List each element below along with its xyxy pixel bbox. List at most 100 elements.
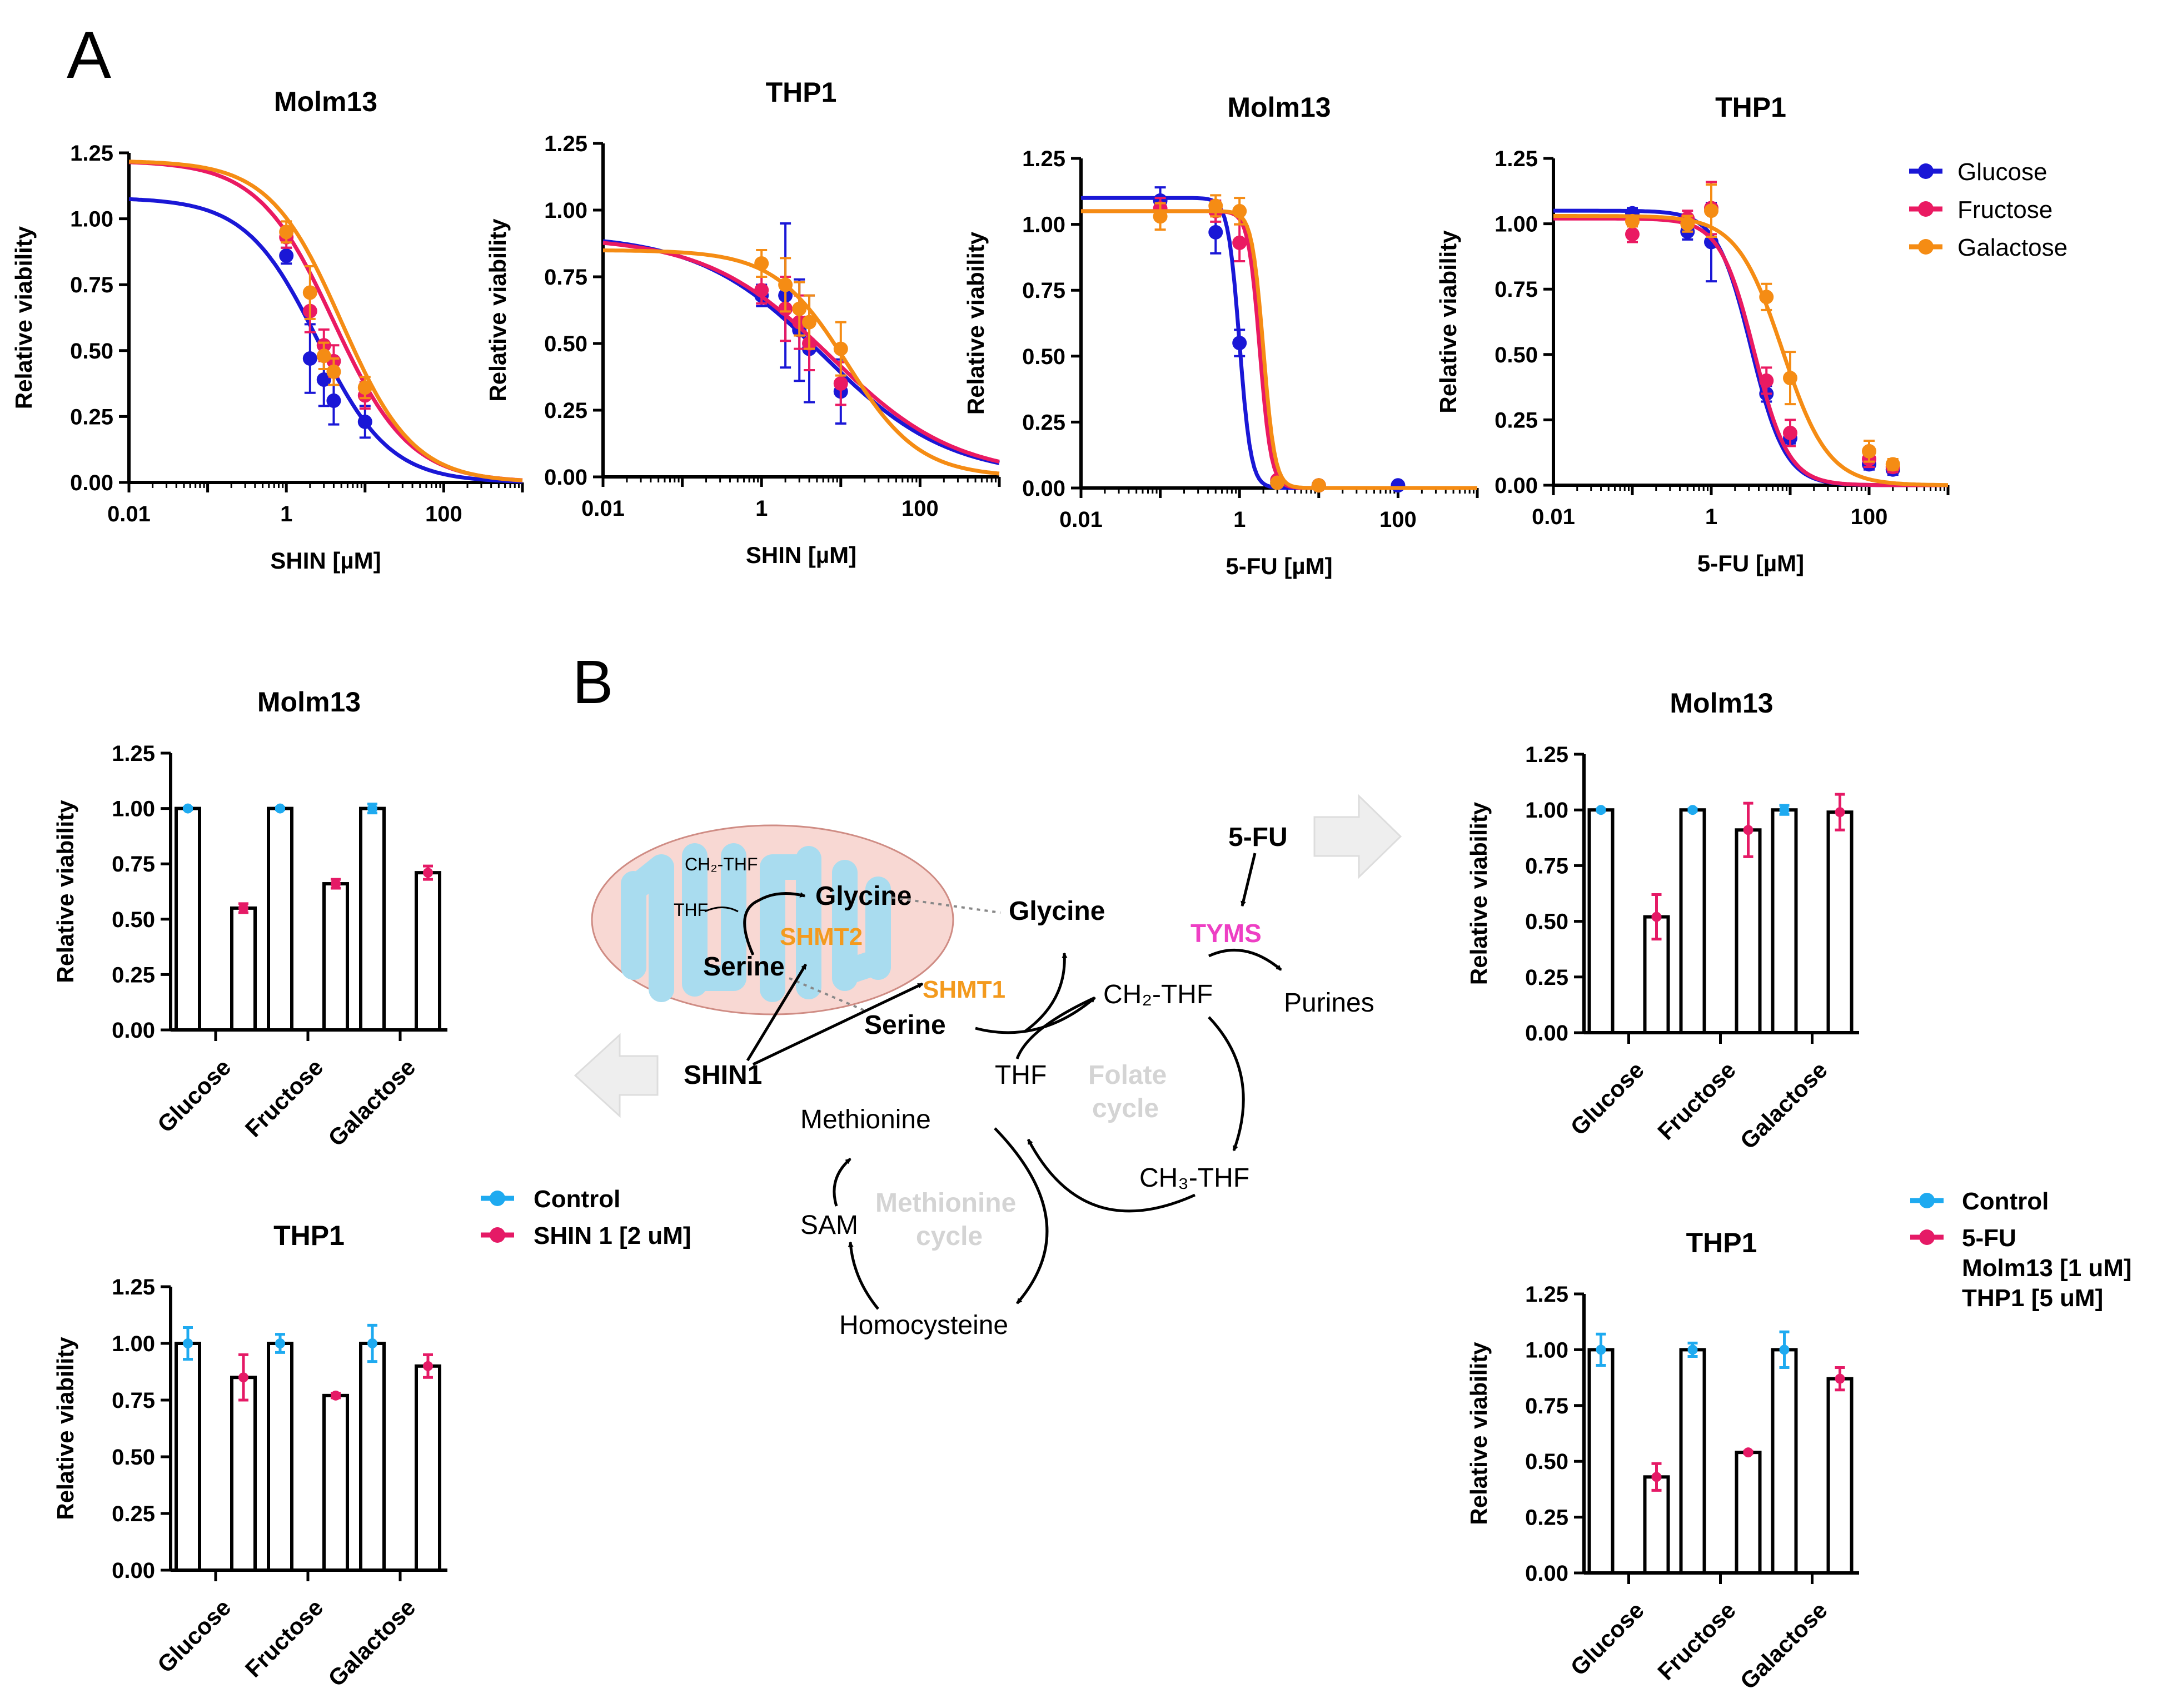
curve-chart-1-galactose-point (302, 285, 317, 300)
folate-label-1: Folate (1088, 1060, 1167, 1090)
curve-chart-1-xtick-label: 0.01 (107, 502, 151, 526)
bar-chart-1-mean-marker (367, 803, 377, 814)
curve-chart-4-xtick-label: 0.01 (1532, 505, 1575, 529)
curve-chart-2-xtick-label: 1 (755, 496, 768, 521)
curve-chart-2-fructose-curve (602, 241, 1000, 464)
curve-chart-1-ylabel: Relative viability (11, 226, 37, 409)
bar-chart-2-ytick-label: 1.00 (112, 1332, 155, 1356)
bar-chart-4-ytick-label: 0.25 (1525, 1506, 1568, 1530)
bar-chart-1-mean-marker (275, 803, 285, 814)
curve-chart-2-ytick-label: 0.75 (544, 265, 587, 290)
curve-chart-4-fructose-curve (1553, 216, 1948, 487)
curve-chart-1-ytick-label: 0.25 (70, 405, 113, 429)
curve-chart-3: 0.00 0.25 0.50 0.75 1.00 1.25 Relative viabili… (963, 92, 1479, 579)
bar-chart-2-ytick-label: 0.75 (112, 1388, 155, 1413)
curve-chart-4-ytick-label: 0.75 (1495, 277, 1538, 302)
curve-chart-1-galactose-point (357, 380, 372, 395)
bar-chart-1-ytick-label: 0.25 (112, 963, 155, 987)
shin1-arrow-shmt1 (752, 982, 924, 1066)
bar-chart-1-shin-bar (230, 906, 257, 1032)
shin1-label: SHIN1 (684, 1060, 762, 1090)
thf-to-ch2thf-arrow (1015, 996, 1096, 1059)
serine-to-glycine-arrow (1024, 952, 1068, 1033)
curve-chart-4-galactose-point (1759, 290, 1774, 305)
shin1-arrow-mito (746, 963, 808, 1062)
serine-to-ch2thf-arrow (975, 997, 1096, 1034)
curve-chart-2-fructose-point (833, 376, 848, 391)
bar-chart-4-mean-marker (1835, 1373, 1845, 1384)
mito-serine: Serine (703, 952, 785, 982)
bar-chart-1-ytick-label: 0.50 (112, 908, 155, 932)
curve-chart-4-ytick-label: 0.25 (1495, 408, 1538, 432)
curve-chart-3-xtick-label: 0.01 (1059, 507, 1103, 532)
curve-chart-3-fructose-curve (1081, 209, 1477, 490)
mito-glycine: Glycine (815, 882, 911, 911)
bar-chart-3-5-fu-bar (1826, 810, 1854, 1034)
curve-chart-4-ytick-label: 1.25 (1495, 147, 1538, 171)
curve-chart-2-glucose-curve (602, 239, 1000, 465)
curve-chart-4: 0.00 0.25 0.50 0.75 1.00 1.25 Relative viabili… (1435, 92, 1950, 576)
curve-chart-1-galactose-point (326, 364, 341, 379)
bar-chart-3-title: Molm13 (1670, 688, 1773, 719)
curve-chart-3-xlabel: 5-FU [µM] (1226, 553, 1332, 579)
curve-chart-1-ytick-label: 0.75 (70, 273, 113, 297)
bar-chart-3-mean-marker (1835, 807, 1845, 818)
curve-chart-1-ytick-label: 0.50 (70, 339, 113, 363)
shmt2-label: SHMT2 (780, 923, 863, 950)
bar-chart-2-title: THP1 (273, 1220, 345, 1251)
curve-chart-2-galactose-curve (603, 248, 1000, 476)
folate-label-2: cycle (1092, 1094, 1159, 1123)
fu-arrow (1241, 853, 1257, 907)
bar-chart-2-mean-marker (275, 1338, 285, 1348)
curve-chart-4-ytick-label: 0.50 (1495, 343, 1538, 367)
homocysteine-label: Homocysteine (839, 1311, 1008, 1340)
curve-chart-3-galactose-point (1270, 475, 1285, 490)
mito-thf-arrow (704, 907, 739, 913)
methionine-label: Methionine (800, 1105, 931, 1134)
purines-label: Purines (1284, 988, 1374, 1018)
curve-chart-1-ytick-label: 1.25 (70, 141, 113, 166)
bar-chart-1-ylabel: Relative viability (52, 800, 78, 983)
bar-chart-1-mean-marker (238, 903, 248, 913)
bar-chart-1-control-bar (359, 806, 386, 1032)
ch2thf-label: CH₂-THF (1103, 980, 1213, 1009)
bar-chart-4-ytick-label: 1.25 (1525, 1282, 1568, 1307)
bar-chart-3-control-bar (1771, 808, 1798, 1034)
legend-fu: Control 5-FU Molm13 [1 uM] THP1 [5 uM] (1910, 1188, 2132, 1312)
bar-chart-3-ylabel: Relative viability (1466, 801, 1492, 985)
bar-chart-4-control-bar (1771, 1348, 1798, 1575)
bar-chart-4-mean-marker (1687, 1345, 1698, 1355)
bar-chart-2-ytick-label: 0.25 (112, 1502, 155, 1526)
mito-ch2thf: CH₂-THF (685, 854, 758, 874)
curve-chart-3-xtick-label: 100 (1379, 507, 1417, 532)
ch3thf-label: CH₃-THF (1139, 1163, 1249, 1193)
curve-chart-2-ytick-label: 0.00 (544, 465, 587, 490)
legend-control-marker (490, 1191, 505, 1206)
curve-chart-3-ytick-label: 0.25 (1022, 410, 1065, 435)
bar-chart-3-mean-marker (1779, 805, 1790, 815)
legend-fu-marker (1919, 1229, 1935, 1245)
legend-fu-thp1-dose: THP1 [5 uM] (1962, 1284, 2103, 1312)
pathway-diagram: CH₂-THF THF Glycine SHMT2 Serine Glycine… (574, 794, 1402, 1340)
bar-chart-2-mean-marker (183, 1338, 193, 1348)
curve-chart-4-fructose-point (1783, 425, 1797, 440)
curve-chart-1-ytick-label: 0.00 (70, 471, 113, 495)
bar-chart-4-title: THP1 (1686, 1227, 1757, 1258)
bar-chart-4-category-label: Glucose (1565, 1597, 1648, 1680)
bar-chart-2-control-bar (359, 1342, 386, 1572)
bar-chart-4-mean-marker (1779, 1345, 1790, 1355)
curve-chart-1-fructose-curve (128, 160, 523, 482)
bar-chart-2-ytick-label: 0.50 (112, 1445, 155, 1470)
curve-chart-3-ytick-label: 1.00 (1022, 213, 1065, 237)
curve-chart-4-galactose-point (1862, 444, 1876, 459)
curve-chart-4-fructose-point (1759, 373, 1774, 388)
sam-label: SAM (800, 1211, 858, 1240)
curve-chart-1-galactose-point (316, 348, 331, 363)
curve-chart-2-galactose-point (833, 341, 848, 356)
legend-control: Control (534, 1186, 620, 1213)
folate-cycle-arc-2 (1027, 1138, 1196, 1213)
tyms-label: TYMS (1190, 919, 1262, 948)
bar-chart-3-category-label: Fructose (1652, 1057, 1741, 1145)
bar-chart-3-mean-marker (1596, 805, 1606, 815)
curve-chart-4-title: THP1 (1715, 92, 1786, 123)
